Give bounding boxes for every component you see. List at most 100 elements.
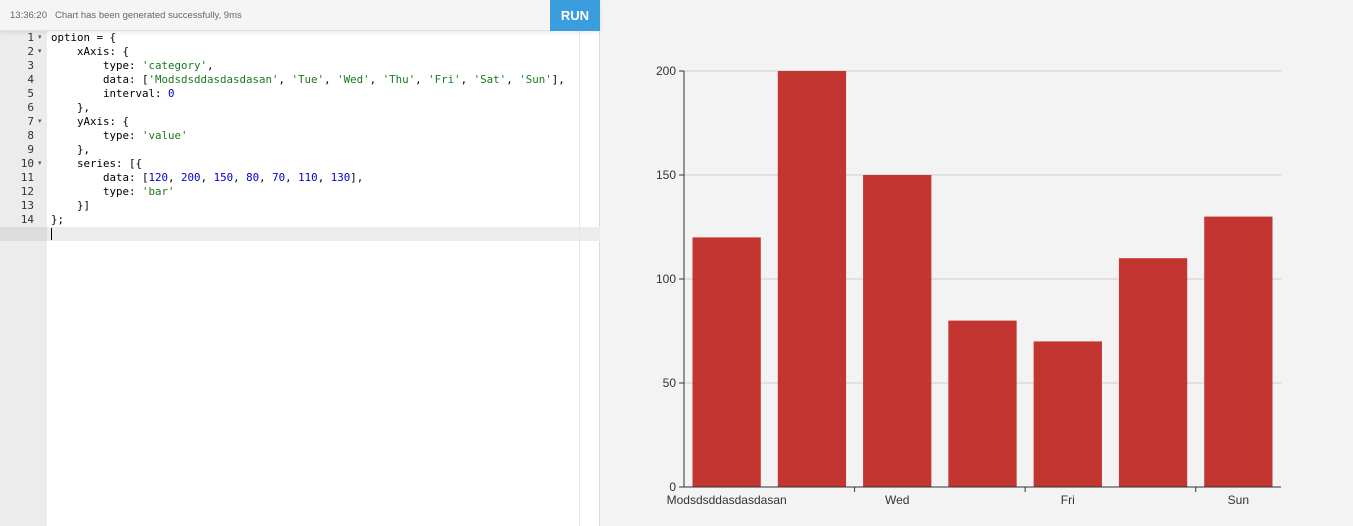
- code-token: ,: [460, 73, 474, 86]
- code-token: ,: [259, 171, 273, 184]
- y-tick-label: 50: [663, 376, 677, 390]
- bar-chart: 0 50 100 150 200 Modsdsddasdasdasan Wed Fri Sun: [656, 64, 1281, 507]
- code-line[interactable]: type: 'bar': [51, 185, 175, 199]
- bar-modsdsddasdasdasan: [692, 237, 761, 487]
- code-token: yAxis: {: [51, 115, 130, 128]
- x-tick-label: Modsdsddasdasdasan: [667, 493, 787, 507]
- line-number: 5: [27, 87, 34, 100]
- code-token: ,: [285, 171, 299, 184]
- code-token: ,: [506, 73, 520, 86]
- code-token: xAxis: {: [51, 45, 130, 58]
- code-token: },: [51, 143, 91, 156]
- code-token: ],: [551, 73, 565, 86]
- bar-sat: [1118, 258, 1188, 487]
- code-token: ,: [369, 73, 383, 86]
- code-token: ,: [415, 73, 429, 86]
- bar-tue: [777, 71, 847, 487]
- code-token: ,: [168, 171, 182, 184]
- active-line-gutter: [0, 227, 47, 241]
- fold-toggle-icon[interactable]: ▾: [38, 34, 42, 41]
- status-message: Chart has been generated successfully, 9…: [55, 10, 242, 21]
- code-token: }]: [51, 199, 91, 212]
- text-cursor: [51, 228, 52, 240]
- bar-fri: [1033, 341, 1102, 487]
- print-margin: [579, 31, 580, 526]
- line-number: 10: [20, 157, 34, 170]
- run-button[interactable]: RUN: [550, 0, 600, 31]
- code-line[interactable]: series: [{: [51, 157, 142, 171]
- line-number: 8: [27, 129, 34, 142]
- string-token: 'Sun': [519, 73, 552, 86]
- code-line[interactable]: },: [51, 101, 90, 115]
- status-time: 13:36:20: [10, 10, 47, 21]
- code-token: data: [: [51, 171, 149, 184]
- bar-thu: [948, 320, 1017, 487]
- y-tick-label: 200: [656, 64, 676, 78]
- fold-toggle-icon[interactable]: ▾: [38, 48, 42, 55]
- code-token: series: [{: [51, 157, 143, 170]
- string-token: 'Tue': [291, 73, 325, 86]
- code-line[interactable]: data: ['Modsdsddasdasdasan', 'Tue', 'Wed…: [51, 73, 565, 87]
- code-line[interactable]: };: [51, 213, 64, 227]
- line-number: 11: [20, 171, 34, 184]
- code-token: },: [51, 101, 91, 114]
- line-number: 14: [20, 213, 34, 226]
- number-token: 150: [213, 171, 234, 184]
- code-line[interactable]: interval: 0: [51, 87, 175, 101]
- code-line[interactable]: }]: [51, 199, 90, 213]
- code-token: data: [: [51, 73, 149, 86]
- string-token: 'Wed': [337, 73, 370, 86]
- code-line[interactable]: },: [51, 143, 90, 157]
- line-number: 9: [27, 143, 34, 156]
- code-line[interactable]: type: 'category',: [51, 59, 214, 73]
- code-token: ,: [200, 171, 214, 184]
- code-line[interactable]: xAxis: {: [51, 45, 129, 59]
- code-token: interval:: [51, 87, 169, 100]
- chart-axes: 0 50 100 150 200 Modsdsddasdasdasan Wed Fri Sun: [656, 64, 1281, 507]
- number-token: 120: [148, 171, 169, 184]
- string-token: 'bar': [142, 185, 175, 198]
- line-number: 12: [20, 185, 34, 198]
- code-token: ,: [207, 59, 214, 72]
- number-token: 130: [330, 171, 351, 184]
- number-token: 0: [168, 87, 175, 100]
- line-number: 13: [20, 199, 34, 212]
- code-line[interactable]: yAxis: {: [51, 115, 129, 129]
- code-token: ,: [317, 171, 331, 184]
- line-number: 1: [27, 31, 34, 44]
- fold-toggle-icon[interactable]: ▾: [38, 118, 42, 125]
- bar-wed: [863, 175, 932, 487]
- status-bar: 13:36:20 Chart has been generated succes…: [0, 0, 600, 31]
- number-token: 200: [181, 171, 201, 184]
- code-line[interactable]: type: 'value': [51, 129, 188, 143]
- number-token: 70: [272, 171, 286, 184]
- code-line[interactable]: option = {: [51, 31, 116, 45]
- bar-sun: [1204, 216, 1273, 487]
- code-token: ,: [233, 171, 247, 184]
- x-tick-label: Wed: [885, 493, 909, 507]
- code-panel: 13:36:20 Chart has been generated succes…: [0, 0, 600, 526]
- x-tick-label: Fri: [1061, 493, 1075, 507]
- x-tick-label: Sun: [1228, 493, 1249, 507]
- code-token: ],: [350, 171, 364, 184]
- code-token: type:: [51, 59, 143, 72]
- number-token: 80: [246, 171, 260, 184]
- chart-bars: [692, 71, 1273, 487]
- line-number: 2: [27, 45, 34, 58]
- string-token: 'Thu': [382, 73, 416, 86]
- active-line-highlight: [47, 227, 600, 241]
- code-token: ,: [324, 73, 338, 86]
- string-token: 'Sat': [473, 73, 507, 86]
- code-line[interactable]: data: [120, 200, 150, 80, 70, 110, 130],: [51, 171, 363, 185]
- code-token: type:: [51, 185, 143, 198]
- code-token: ,: [278, 73, 292, 86]
- fold-toggle-icon[interactable]: ▾: [38, 160, 42, 167]
- code-token: type:: [51, 129, 143, 142]
- string-token: 'category': [142, 59, 208, 72]
- code-token: };: [51, 213, 65, 226]
- string-token: 'Fri': [428, 73, 461, 86]
- code-token: option = {: [51, 31, 117, 44]
- number-token: 110: [298, 171, 318, 184]
